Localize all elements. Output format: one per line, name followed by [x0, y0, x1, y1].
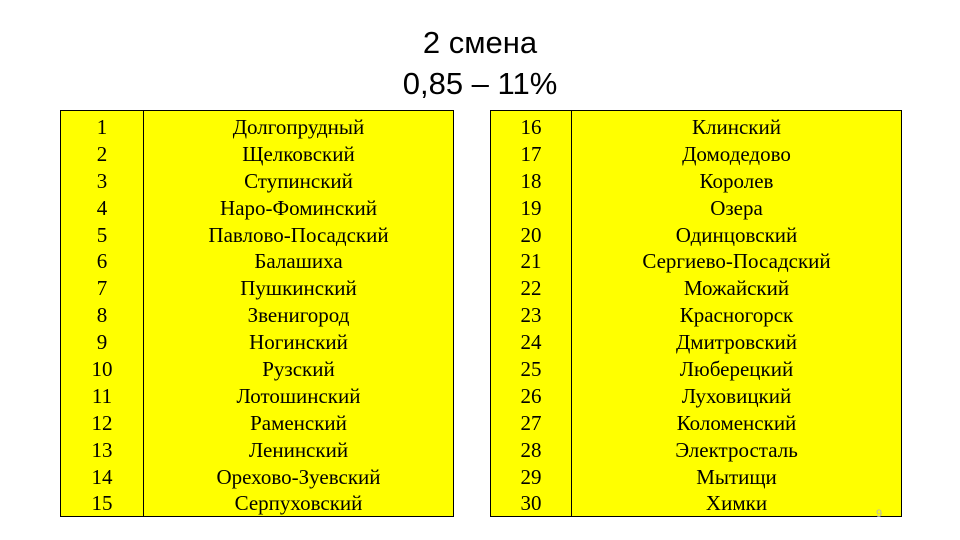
district-name-cell: Лотошинский — [236, 383, 361, 408]
district-name-cell: Наро-Фоминский — [220, 195, 377, 220]
district-name-cell: Озера — [710, 195, 763, 220]
district-name-cell: Одинцовский — [675, 222, 798, 247]
district-name-cell: Химки — [705, 491, 768, 516]
row-number-cell: 13 — [91, 437, 113, 462]
row-number-cell: 1 — [96, 115, 108, 139]
row-number-cell: 24 — [520, 330, 542, 355]
row-number-cell: 18 — [520, 168, 542, 193]
district-name-cell: Ступинский — [244, 168, 353, 193]
row-number-cell: 9 — [96, 330, 108, 355]
slide-title-line2: 0,85 – 11% — [402, 66, 558, 101]
row-number-cell: 10 — [91, 357, 113, 382]
district-name-cell: Долгопрудный — [232, 115, 365, 139]
row-number-cell: 3 — [96, 168, 108, 193]
row-number-cell: 15 — [91, 491, 113, 516]
district-name-cell: Звенигород — [247, 303, 350, 328]
row-number-cell: 26 — [520, 383, 542, 408]
district-name-cell: Балашиха — [254, 249, 343, 274]
page-number: 9 — [876, 508, 883, 520]
district-name-cell: Пушкинский — [240, 276, 357, 301]
district-name-cell: Щелковский — [242, 141, 355, 166]
right-name-column: Клинский Домодедово Королев Озера Одинцовски… — [571, 111, 901, 516]
row-number-cell: 16 — [520, 115, 542, 139]
row-number-cell: 2 — [96, 141, 108, 166]
row-number-cell: 28 — [520, 437, 542, 462]
row-number-cell: 25 — [520, 357, 542, 382]
district-name-cell: Ленинский — [248, 437, 349, 462]
row-number-cell: 6 — [96, 249, 108, 274]
row-number-cell: 7 — [96, 276, 108, 301]
district-name-cell: Дмитровский — [675, 330, 798, 355]
district-name-cell: Раменский — [250, 410, 347, 435]
district-name-cell: Мытищи — [696, 464, 777, 489]
district-name-cell: Орехово-Зуевский — [216, 464, 381, 489]
district-name-cell: Люберецкий — [679, 357, 794, 382]
right-table: 16 17 18 19 20 21 22 23 24 25 26 27 28 29 30 Клинский Д… — [490, 110, 902, 517]
row-number-cell: 17 — [520, 141, 542, 166]
row-number-cell: 22 — [520, 276, 542, 301]
row-number-cell: 4 — [96, 195, 108, 220]
row-number-cell: 30 — [520, 491, 542, 516]
left-number-column: 1 2 3 4 5 6 7 8 9 10 11 12 13 14 15 — [61, 111, 143, 516]
left-table: 1 2 3 4 5 6 7 8 9 10 11 12 13 14 15 Долгопрудный Щелков… — [60, 110, 454, 517]
district-name-cell: Серпуховский — [234, 491, 363, 516]
district-name-cell: Клинский — [692, 115, 781, 139]
district-name-cell: Рузский — [262, 357, 335, 382]
row-number-cell: 14 — [91, 464, 113, 489]
row-number-cell: 21 — [520, 249, 542, 274]
row-number-cell: 27 — [520, 410, 542, 435]
district-name-cell: Сергиево-Посадский — [642, 249, 831, 274]
district-name-cell: Красногорск — [679, 303, 794, 328]
row-number-cell: 5 — [96, 222, 108, 247]
district-name-cell: Можайский — [683, 276, 790, 301]
row-number-cell: 12 — [91, 410, 113, 435]
row-number-cell: 23 — [520, 303, 542, 328]
district-name-cell: Луховицкий — [681, 383, 792, 408]
district-name-cell: Электросталь — [675, 437, 798, 462]
row-number-cell: 8 — [96, 303, 108, 328]
row-number-cell: 19 — [520, 195, 542, 220]
row-number-cell: 20 — [520, 222, 542, 247]
district-name-cell: Домодедово — [682, 141, 791, 166]
row-number-cell: 29 — [520, 464, 542, 489]
left-name-column: Долгопрудный Щелковский Ступинский Наро-Фом… — [143, 111, 453, 516]
district-name-cell: Павлово-Посадский — [208, 222, 389, 247]
district-name-cell: Ногинский — [249, 330, 348, 355]
right-number-column: 16 17 18 19 20 21 22 23 24 25 26 27 28 29 30 — [491, 111, 571, 516]
row-number-cell: 11 — [91, 383, 113, 408]
district-name-cell: Королев — [699, 168, 774, 193]
district-name-cell: Коломенский — [676, 410, 797, 435]
slide-title-line1: 2 смена — [422, 25, 538, 60]
